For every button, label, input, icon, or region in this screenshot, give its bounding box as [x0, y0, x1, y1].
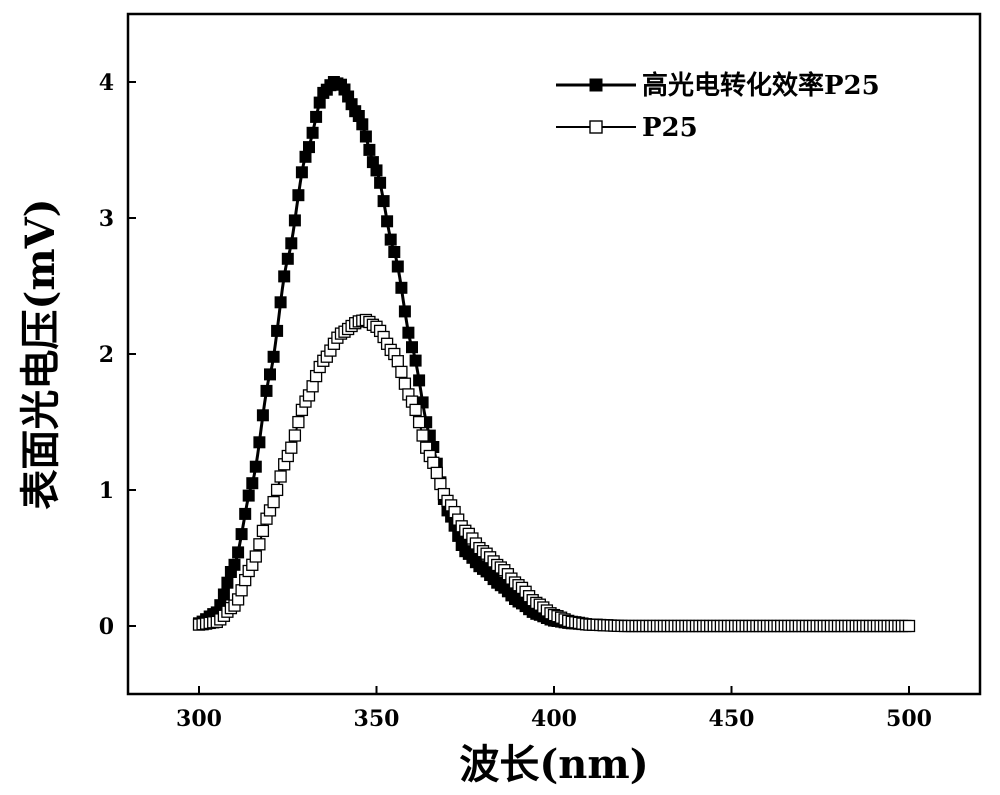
- data-point: [377, 195, 390, 208]
- series-layer: [192, 76, 916, 633]
- data-point: [246, 477, 259, 490]
- data-point: [242, 489, 255, 502]
- y-axis-ticks: 0 1 2 3 4: [99, 70, 136, 640]
- data-point: [402, 326, 415, 339]
- data-point: [239, 507, 252, 520]
- data-point: [370, 164, 383, 177]
- x-axis-ticks: 300 350 400 450 500: [176, 686, 932, 732]
- data-point: [253, 436, 266, 449]
- data-point: [292, 189, 305, 202]
- data-point: [271, 324, 284, 337]
- data-point: [270, 483, 284, 497]
- data-point: [374, 176, 387, 189]
- data-point: [285, 237, 298, 250]
- data-point: [388, 246, 401, 258]
- data-point: [267, 495, 280, 509]
- data-point: [359, 130, 372, 143]
- legend: 高光电转化效率P25 P25: [556, 70, 880, 143]
- data-point: [434, 477, 447, 491]
- data-point: [232, 546, 245, 559]
- plot-frame: [126, 12, 982, 696]
- data-point: [264, 368, 276, 381]
- data-point: [253, 538, 266, 551]
- data-point: [288, 429, 302, 442]
- x-tick-label: 450: [709, 706, 755, 732]
- series-line: [198, 318, 909, 627]
- data-point: [306, 380, 319, 393]
- data-point: [274, 470, 287, 483]
- x-tick-label: 350: [354, 706, 400, 732]
- data-point: [384, 233, 397, 246]
- data-point: [395, 281, 408, 294]
- data-point: [228, 558, 241, 571]
- data-point: [217, 588, 230, 601]
- data-point: [235, 584, 248, 597]
- data-point: [391, 355, 404, 368]
- data-point: [295, 166, 308, 179]
- legend-label-series-1: 高光电转化效率P25: [642, 70, 880, 101]
- data-point: [902, 619, 916, 633]
- data-point: [303, 141, 315, 154]
- y-tick-label: 0: [99, 614, 114, 640]
- data-point: [416, 429, 429, 442]
- x-tick-label: 400: [531, 706, 577, 732]
- x-tick-label: 300: [176, 706, 222, 732]
- data-point: [356, 118, 369, 131]
- data-point: [288, 214, 301, 227]
- data-point: [406, 341, 418, 354]
- data-point: [306, 126, 319, 139]
- series-1: [193, 76, 915, 632]
- data-point: [395, 365, 408, 379]
- data-point: [274, 296, 287, 309]
- series-2: [192, 313, 916, 633]
- legend-label-series-2: P25: [642, 113, 698, 143]
- data-point: [398, 305, 411, 318]
- data-point: [409, 403, 422, 417]
- data-point: [235, 528, 248, 541]
- data-point: [412, 415, 426, 429]
- data-point: [256, 409, 269, 422]
- data-point: [363, 143, 376, 156]
- data-point: [310, 110, 323, 123]
- data-point: [267, 350, 280, 363]
- y-axis-title: 表面光电压(mV): [17, 198, 64, 509]
- y-tick-label: 2: [99, 342, 114, 368]
- y-tick-label: 1: [99, 478, 114, 504]
- y-tick-label: 4: [99, 70, 114, 96]
- data-point: [413, 374, 426, 387]
- data-point: [430, 466, 443, 480]
- data-point: [256, 524, 270, 538]
- data-point: [391, 260, 404, 273]
- data-point: [260, 384, 273, 397]
- series-line: [198, 80, 909, 628]
- data-point: [427, 456, 440, 469]
- data-point: [285, 441, 298, 454]
- data-point: [398, 377, 412, 390]
- data-point: [278, 270, 291, 283]
- legend-marker-series-2: [589, 120, 603, 134]
- data-point: [249, 550, 262, 563]
- data-point: [281, 252, 294, 265]
- y-tick-label: 3: [99, 206, 114, 232]
- data-point: [381, 215, 394, 228]
- data-point: [409, 354, 422, 367]
- x-axis-title: 波长(nm): [459, 741, 648, 788]
- legend-marker-series-1: [589, 78, 603, 92]
- data-point: [221, 576, 234, 589]
- x-tick-label: 500: [886, 706, 932, 732]
- data-point: [292, 415, 305, 429]
- data-point: [249, 460, 262, 473]
